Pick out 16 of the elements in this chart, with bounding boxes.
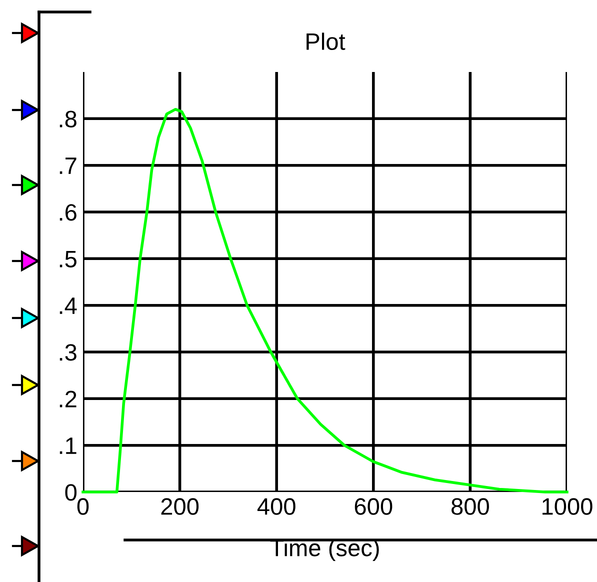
- chart-title: Plot: [306, 32, 346, 50]
- x-tick-label: 200: [161, 498, 199, 515]
- y-tick-label: .4: [60, 298, 77, 314]
- x-tick-label: 600: [354, 498, 392, 515]
- y-tick-label: .6: [60, 204, 76, 221]
- y-tick-label: .8: [60, 110, 76, 128]
- y-tick-label: .5: [60, 250, 76, 268]
- x-tick-label: 0: [77, 498, 89, 515]
- y-tick-label: .2: [60, 390, 76, 408]
- y-tick-label: .3: [60, 344, 76, 361]
- y-tick-label: .1: [60, 438, 76, 454]
- x-tick-label: 1000: [542, 498, 592, 515]
- x-tick-label: 400: [257, 498, 296, 515]
- y-tick-label: .7: [60, 158, 76, 174]
- x-tick-label: 800: [452, 498, 489, 515]
- y-tick-label: 0: [65, 484, 77, 501]
